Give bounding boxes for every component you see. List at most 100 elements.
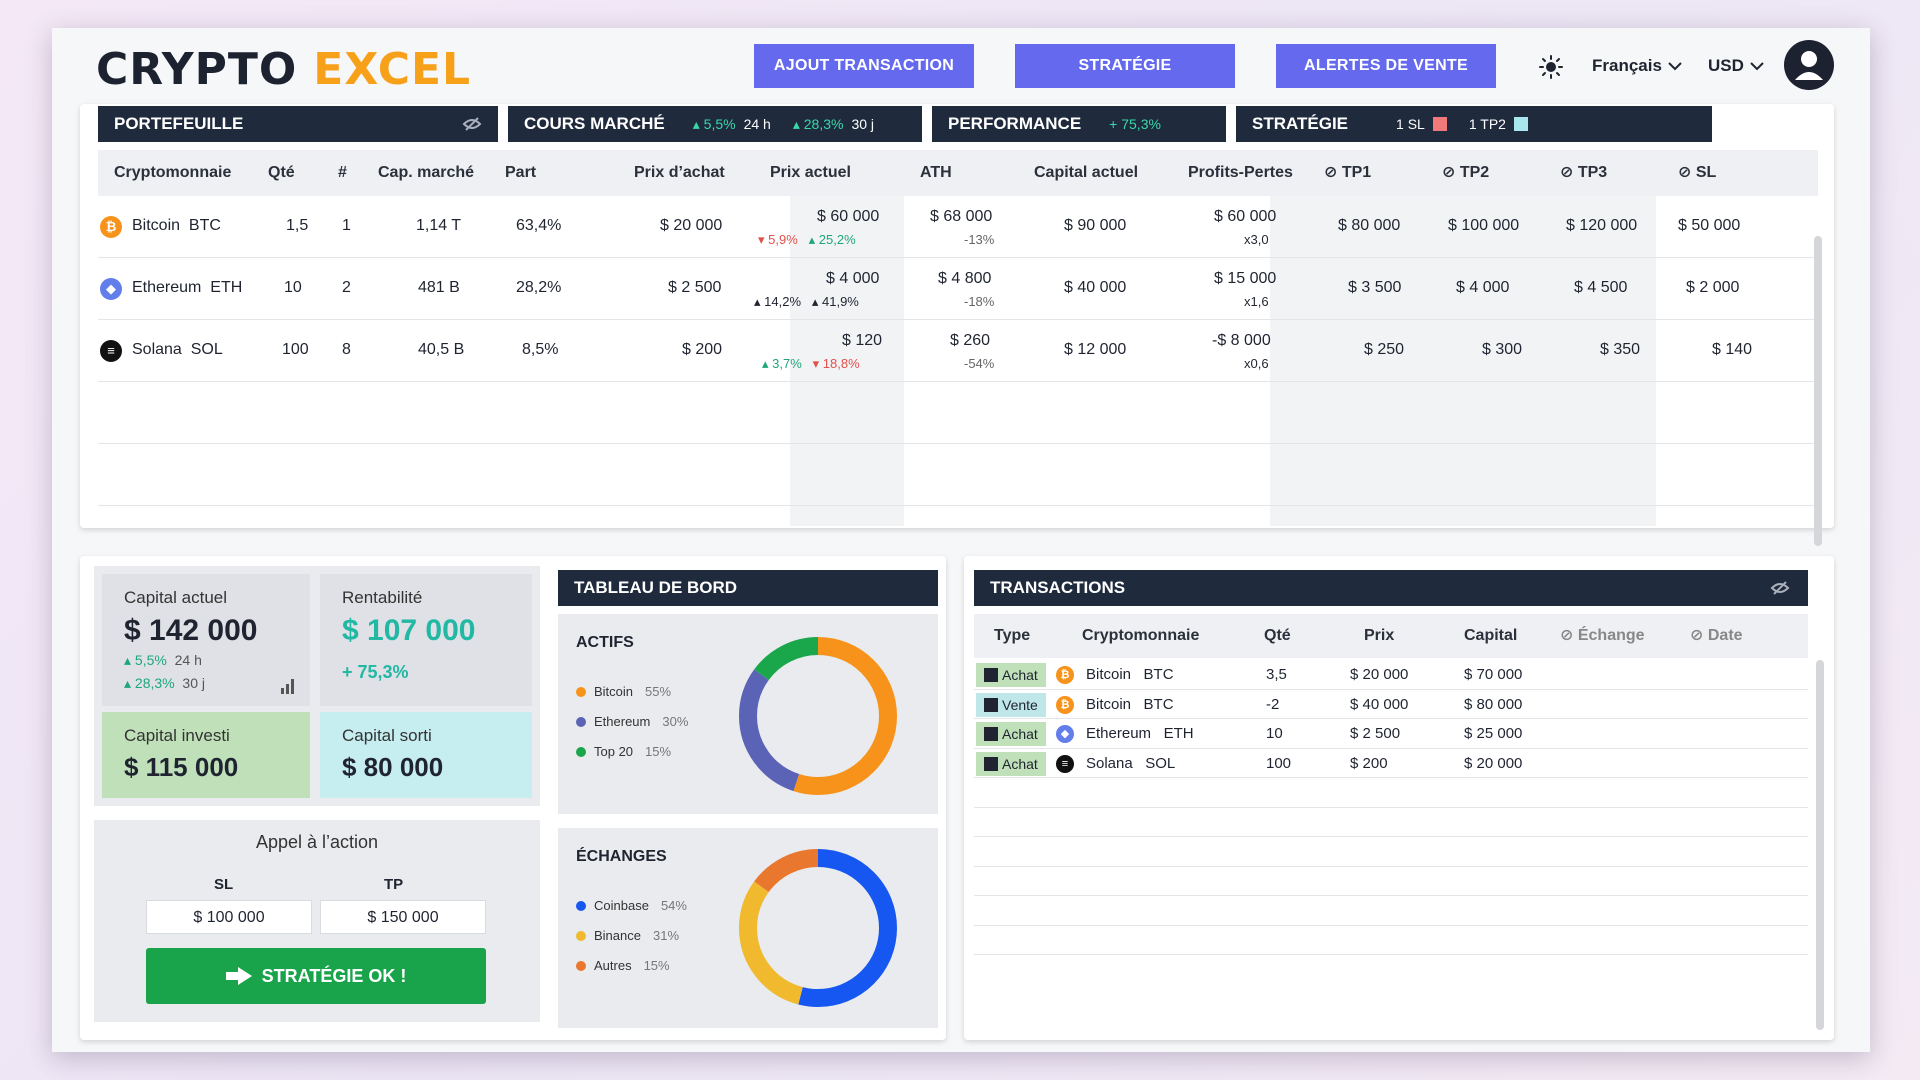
language-value: Français: [1592, 56, 1662, 75]
col-crypto[interactable]: Cryptomonnaie: [1082, 627, 1200, 644]
col-type[interactable]: Type: [994, 627, 1031, 644]
sell-alerts-button[interactable]: ALERTES DE VENTE: [1276, 44, 1496, 88]
portfolio-row-eth[interactable]: ◆ Ethereum ETH 10 2 481 B 28,2% $ 2 500 …: [98, 258, 1818, 320]
col-ath[interactable]: ATH: [920, 164, 952, 181]
col-crypto[interactable]: Cryptomonnaie: [114, 164, 232, 181]
exchanges-legend-item: Autres 15%: [576, 958, 670, 973]
col-market-cap[interactable]: Cap. marché: [378, 164, 475, 181]
current-price: $ 4 000: [826, 270, 880, 287]
price: $ 20 000: [1350, 666, 1409, 683]
current-price: $ 120: [842, 332, 883, 349]
crypto-name: Bitcoin BTC: [132, 217, 221, 234]
app-logo[interactable]: CRYPTO EXCEL: [96, 44, 471, 95]
transaction-row-empty: [974, 808, 1808, 837]
transaction-row[interactable]: Vente ₿ Bitcoin BTC -2 $ 40 000 $ 80 000: [974, 690, 1808, 719]
bar-chart-icon[interactable]: [280, 678, 296, 694]
qty: 1,5: [286, 217, 309, 234]
strategy-column-shade: [1270, 196, 1656, 526]
col-date[interactable]: ⊘ Date: [1690, 627, 1743, 644]
withdrawn-capital-kpi: Capital sorti $ 80 000: [320, 712, 532, 798]
hide-eye-icon[interactable]: [462, 116, 482, 132]
market-24h-label: 24 h: [743, 116, 771, 132]
kpi-label: Capital sorti: [342, 726, 432, 745]
share: 63,4%: [516, 217, 562, 234]
col-profit-loss[interactable]: Profits-Pertes: [1188, 164, 1293, 181]
kpi-value: $ 107 000: [342, 614, 476, 647]
sl-input[interactable]: $ 100 000: [146, 900, 312, 934]
capital: $ 20 000: [1464, 754, 1523, 772]
assets-slice-ethereum: [739, 637, 897, 795]
transaction-type-badge[interactable]: Achat: [976, 751, 1046, 776]
crypto-name: Bitcoin BTC: [1086, 695, 1174, 713]
theme-toggle-icon[interactable]: [1538, 54, 1564, 80]
col-qty[interactable]: Qté: [1264, 627, 1291, 644]
transaction-type-badge[interactable]: Achat: [976, 722, 1046, 746]
ethereum-icon: ◆: [1056, 725, 1074, 743]
col-tp2[interactable]: ⊘ TP2: [1442, 164, 1490, 181]
strategy-ok-button[interactable]: STRATÉGIE OK !: [146, 948, 486, 1004]
col-qty[interactable]: Qté: [268, 164, 295, 181]
transaction-row[interactable]: Achat ≡ Solana SOL 100 $ 200 $ 20 000: [974, 749, 1808, 778]
sl-label: SL: [214, 876, 234, 893]
user-avatar-icon[interactable]: [1784, 40, 1834, 90]
chevron-down-icon: [1668, 62, 1682, 71]
sl: $ 2 000: [1686, 279, 1740, 296]
col-tp1[interactable]: ⊘ TP1: [1324, 164, 1372, 181]
strategy-sl-count: 1 SL: [1396, 116, 1425, 132]
kpi-value: $ 80 000: [342, 752, 444, 782]
transaction-type-badge[interactable]: Achat: [976, 663, 1046, 687]
transactions-scrollbar[interactable]: [1816, 660, 1824, 1030]
strategy-button[interactable]: STRATÉGIE: [1015, 44, 1235, 88]
col-current-capital[interactable]: Capital actuel: [1034, 164, 1139, 181]
edit-icon: [984, 727, 998, 741]
kpi-24h: ▴ 5,5% 24 h: [124, 652, 202, 668]
portfolio-row-btc[interactable]: ₿ Bitcoin BTC 1,5 1 1,14 T 63,4% $ 20 00…: [98, 196, 1818, 258]
col-rank[interactable]: #: [338, 164, 347, 181]
tp3: $ 4 500: [1574, 279, 1628, 296]
col-share[interactable]: Part: [505, 164, 537, 181]
add-transaction-button[interactable]: AJOUT TRANSACTION: [754, 44, 974, 88]
market-cap: 1,14 T: [416, 217, 462, 234]
kpi-value: $ 115 000: [124, 752, 239, 782]
col-capital[interactable]: Capital: [1464, 627, 1518, 644]
col-price[interactable]: Prix: [1364, 627, 1395, 644]
current-price: $ 60 000: [817, 208, 880, 225]
legend-dot-icon: [576, 686, 586, 697]
transaction-row[interactable]: Achat ◆ Ethereum ETH 10 $ 2 500 $ 25 000: [974, 719, 1808, 749]
solana-icon: ≡: [100, 340, 122, 362]
transaction-row[interactable]: Achat ₿ Bitcoin BTC 3,5 $ 20 000 $ 70 000: [974, 660, 1808, 690]
portfolio-table-header: Cryptomonnaie Qté # Cap. marché Part Pri…: [98, 150, 1818, 196]
market-change-group: ▴ 5,5% 24 h ▴ 28,3% 30 j: [693, 116, 874, 133]
col-tp3[interactable]: ⊘ TP3: [1560, 164, 1608, 181]
rank: 8: [342, 341, 351, 358]
cta-title: Appel à l’action: [255, 832, 379, 852]
col-buy-price[interactable]: Prix d’achat: [634, 164, 725, 181]
transaction-type-badge[interactable]: Vente: [976, 692, 1046, 717]
portfolio-scrollbar[interactable]: [1814, 236, 1822, 546]
exchanges-slice-binance: [739, 849, 897, 1007]
price-change: ▾ 5,9% ▴ 25,2%: [758, 232, 856, 247]
ath-percent: -18%: [964, 294, 995, 309]
tp-label: TP: [384, 876, 404, 893]
col-current-price[interactable]: Prix actuel: [770, 164, 851, 181]
ethereum-icon: ◆: [100, 278, 122, 300]
performance-value: + 75,3%: [1109, 116, 1161, 132]
tp1: $ 3 500: [1348, 279, 1402, 296]
hide-eye-icon[interactable]: [1770, 580, 1790, 596]
multiplier: x3,0: [1244, 232, 1269, 247]
strategy-ok-label: STRATÉGIE OK !: [261, 965, 407, 986]
legend-dot-icon: [576, 746, 586, 757]
currency-select[interactable]: USD: [1708, 56, 1764, 76]
col-exchange[interactable]: ⊘ Échange: [1560, 627, 1645, 644]
qty: 3,5: [1266, 666, 1287, 683]
tp-input[interactable]: $ 150 000: [320, 900, 486, 934]
app-window: CRYPTO EXCEL AJOUT TRANSACTION STRATÉGIE…: [52, 28, 1870, 1052]
strategy-tp2-count: 1 TP2: [1468, 116, 1506, 132]
language-select[interactable]: Français: [1592, 56, 1682, 76]
performance-title: PERFORMANCE: [948, 114, 1082, 133]
col-sl[interactable]: ⊘ SL: [1678, 164, 1717, 181]
market-cap: 481 B: [418, 279, 460, 296]
portfolio-row-sol[interactable]: ≡ Solana SOL 100 8 40,5 B 8,5% $ 200 $ 1…: [98, 320, 1818, 382]
bitcoin-icon: ₿: [100, 216, 122, 238]
transactions-title: TRANSACTIONS: [990, 578, 1126, 597]
